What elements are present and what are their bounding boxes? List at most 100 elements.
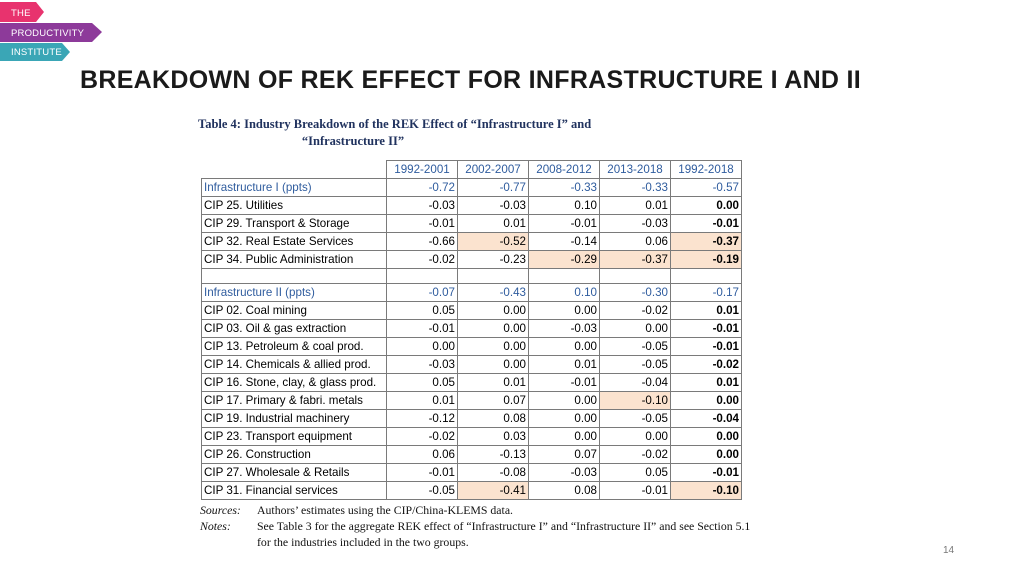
column-header: 1992-2001 (386, 160, 458, 179)
value-cell: -0.19 (670, 250, 742, 269)
column-header: 1992-2018 (670, 160, 742, 179)
table-row: CIP 13. Petroleum & coal prod. 0.00 0.00 0.… (201, 337, 742, 356)
value-cell: -0.02 (386, 427, 458, 446)
value-cell: -0.77 (457, 178, 529, 197)
value-cell: -0.08 (457, 463, 529, 482)
table-row: CIP 26. Construction 0.06 -0.13 0.07 -0.02 0.… (201, 445, 742, 464)
table-row: CIP 17. Primary & fabri. metals 0.01 0.07 0… (201, 391, 742, 410)
value-cell: -0.37 (670, 232, 742, 251)
value-cell: 0.00 (457, 301, 529, 320)
value-cell: 0.08 (457, 409, 529, 428)
table-row: CIP 34. Public Administration -0.02 -0.23-… (201, 250, 742, 269)
value-cell: 0.00 (670, 391, 742, 410)
table-row: CIP 14. Chemicals & allied prod. -0.03 0.0… (201, 355, 742, 374)
value-cell: -0.03 (599, 214, 671, 233)
sources-label: Sources: (200, 503, 241, 517)
value-cell: -0.03 (528, 463, 600, 482)
value-cell: 0.00 (528, 337, 600, 356)
page-number: 14 (943, 545, 955, 556)
value-cell: 0.00 (670, 196, 742, 215)
rek-breakdown-table: 1992-2001 2002-2007 2008-2012 2013-2018 … (201, 160, 742, 500)
value-cell: -0.66 (386, 232, 458, 251)
value-cell: 0.01 (599, 196, 671, 215)
value-cell: -0.17 (670, 283, 742, 302)
value-cell: -0.02 (670, 355, 742, 374)
value-cell: 0.00 (528, 427, 600, 446)
value-cell: 0.05 (599, 463, 671, 482)
value-cell: -0.05 (599, 355, 671, 374)
table-row: CIP 19. Industrial machinery -0.12 0.08 0.0… (201, 409, 742, 428)
logo-text-productivity: PRODUCTIVITY (11, 28, 85, 39)
value-cell: 0.00 (528, 301, 600, 320)
value-cell: 0.03 (457, 427, 529, 446)
table-corner-cell (201, 160, 387, 179)
value-cell: -0.33 (599, 178, 671, 197)
value-cell (386, 268, 458, 284)
table-row: CIP 02. Coal mining 0.05 0.00 0.00 -0.02 0.01 (201, 301, 742, 320)
value-cell: 0.01 (386, 391, 458, 410)
value-cell: 0.01 (457, 214, 529, 233)
value-cell: -0.02 (599, 301, 671, 320)
logo-text-institute: INSTITUTE (11, 47, 62, 58)
row-label: CIP 16. Stone, clay, & glass prod. (201, 373, 387, 392)
column-header: 2002-2007 (457, 160, 529, 179)
row-label: CIP 23. Transport equipment (201, 427, 387, 446)
value-cell: -0.02 (386, 250, 458, 269)
value-cell: -0.01 (386, 463, 458, 482)
table-notes: Sources: Authors’ estimates using the CI… (200, 502, 760, 550)
value-cell: 0.00 (528, 409, 600, 428)
table-row: CIP 29. Transport & Storage -0.01 0.01 -0.0… (201, 214, 742, 233)
row-label: Infrastructure II (ppts) (201, 283, 387, 302)
value-cell: -0.03 (457, 196, 529, 215)
value-cell: -0.03 (528, 319, 600, 338)
sources-text: Authors’ estimates using the CIP/China-K… (257, 503, 514, 517)
value-cell: 0.10 (528, 196, 600, 215)
value-cell: -0.01 (670, 214, 742, 233)
table-row: CIP 03. Oil & gas extraction -0.01 0.00 -0.… (201, 319, 742, 338)
row-label: CIP 34. Public Administration (201, 250, 387, 269)
value-cell: -0.23 (457, 250, 529, 269)
row-label: CIP 17. Primary & fabri. metals (201, 391, 387, 410)
productivity-institute-logo: THE PRODUCTIVITY INSTITUTE (0, 0, 110, 64)
value-cell: 0.00 (599, 427, 671, 446)
value-cell: -0.41 (457, 481, 529, 500)
value-cell: -0.04 (599, 373, 671, 392)
value-cell: -0.03 (386, 196, 458, 215)
row-label: CIP 29. Transport & Storage (201, 214, 387, 233)
value-cell: 0.08 (528, 481, 600, 500)
value-cell: -0.07 (386, 283, 458, 302)
value-cell: -0.03 (386, 355, 458, 374)
value-cell: 0.01 (528, 355, 600, 374)
value-cell: -0.05 (599, 337, 671, 356)
value-cell (528, 268, 600, 284)
notes-row: Notes: See Table 3 for the aggregate REK… (200, 518, 760, 550)
table-row: CIP 25. Utilities -0.03 -0.03 0.10 0.01 0.00 (201, 196, 742, 215)
value-cell: 0.00 (386, 337, 458, 356)
row-label: Infrastructure I (ppts) (201, 178, 387, 197)
value-cell: -0.10 (670, 481, 742, 500)
value-cell: 0.00 (670, 427, 742, 446)
value-cell: 0.01 (670, 373, 742, 392)
value-cell: 0.01 (670, 301, 742, 320)
table-body: Infrastructure I (ppts) -0.72 -0.77 -0.33 -0… (201, 178, 742, 500)
row-label: CIP 03. Oil & gas extraction (201, 319, 387, 338)
value-cell: -0.33 (528, 178, 600, 197)
value-cell: -0.30 (599, 283, 671, 302)
value-cell: 0.05 (386, 301, 458, 320)
table-caption-line2: “Infrastructure II” (301, 134, 405, 148)
row-label: CIP 31. Financial services (201, 481, 387, 500)
value-cell: -0.72 (386, 178, 458, 197)
table-row: CIP 16. Stone, clay, & glass prod. 0.05 0.… (201, 373, 742, 392)
value-cell: -0.01 (528, 214, 600, 233)
value-cell: -0.13 (457, 445, 529, 464)
value-cell: 0.00 (528, 391, 600, 410)
value-cell: -0.10 (599, 391, 671, 410)
value-cell: -0.29 (528, 250, 600, 269)
row-label: CIP 26. Construction (201, 445, 387, 464)
table-row: CIP 27. Wholesale & Retails -0.01 -0.08 -0.… (201, 463, 742, 482)
notes-text: See Table 3 for the aggregate REK effect… (257, 519, 751, 549)
value-cell: 0.05 (386, 373, 458, 392)
value-cell: -0.05 (386, 481, 458, 500)
slide-title: BREAKDOWN OF REK EFFECT FOR INFRASTRUCTU… (80, 66, 862, 94)
row-label: CIP 25. Utilities (201, 196, 387, 215)
